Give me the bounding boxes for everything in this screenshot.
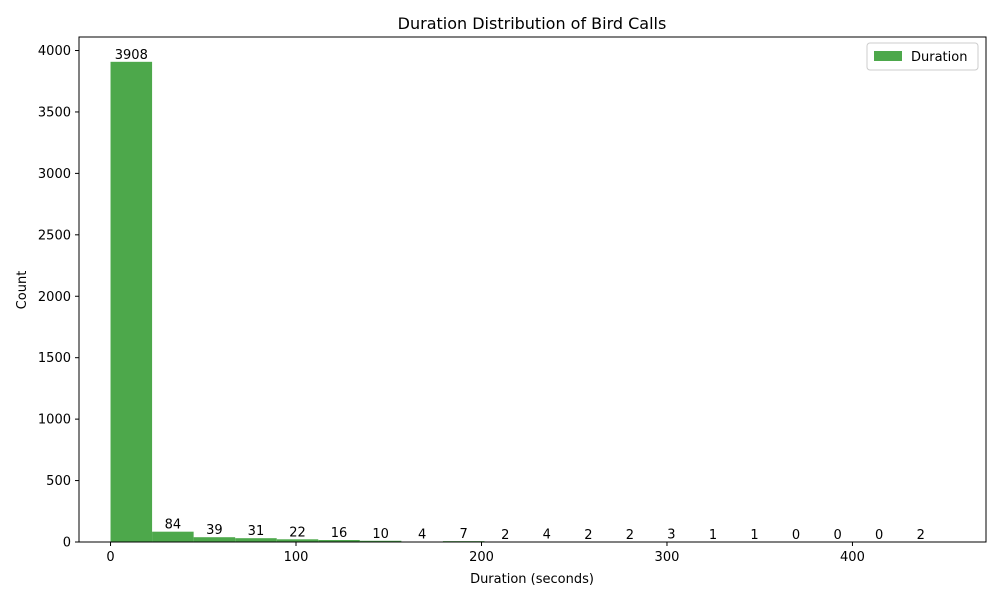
x-tick-label: 100 [284,550,309,565]
y-tick-label: 0 [63,536,71,551]
y-tick-label: 4000 [38,44,71,59]
histogram-bar [318,540,360,542]
chart-title: Duration Distribution of Bird Calls [398,14,667,33]
x-axis-label: Duration (seconds) [470,572,594,587]
x-tick-label: 400 [840,550,865,565]
bar-value-label: 2 [501,528,509,543]
bar-value-label: 3 [667,528,675,543]
bar-value-label: 0 [875,528,883,543]
bar-value-label: 39 [206,523,223,538]
legend-swatch [874,51,902,61]
bar-value-label: 10 [372,527,389,542]
legend-label: Duration [911,50,967,65]
y-tick-label: 2500 [38,228,71,243]
plot-frame [78,36,987,543]
histogram-bar [152,531,194,542]
bar-value-label: 7 [460,527,468,542]
bar-value-label: 0 [833,528,841,543]
y-tick-label: 3500 [38,105,71,120]
y-axis: 0 500 1000 1500 2000 2500 3000 3500 4000 [38,44,79,551]
x-tick-label: 200 [469,550,494,565]
y-tick-label: 1000 [38,413,71,428]
bar-value-label: 22 [289,525,306,540]
histogram-bar [235,538,277,542]
histogram-bar [110,61,153,543]
bar-value-label: 4 [418,528,426,543]
bar-value-label: 1 [709,528,717,543]
bar-value-label: 2 [584,528,592,543]
bar-value-label: 0 [792,528,800,543]
legend-box [866,42,979,71]
x-tick-label: 300 [655,550,680,565]
bar-value-label: 31 [248,524,265,539]
bar-value-label: 4 [543,528,551,543]
bar-value-label: 16 [331,526,348,541]
y-axis-label: Count [15,271,30,310]
histogram-bar [359,540,402,542]
bars-group [110,61,942,543]
histogram-bar [276,539,319,542]
bar-value-label: 1 [750,528,758,543]
legend: Duration [866,42,979,71]
x-axis: 0 100 200 300 400 [106,542,865,565]
histogram-bar [193,537,236,542]
bar-value-label: 2 [917,528,925,543]
bar-value-label: 84 [165,518,182,533]
bar-value-label: 3908 [115,48,148,63]
y-tick-label: 3000 [38,167,71,182]
y-tick-label: 2000 [38,290,71,305]
x-tick-label: 0 [106,550,114,565]
bar-value-label: 2 [626,528,634,543]
y-tick-label: 500 [46,474,71,489]
y-tick-label: 1500 [38,351,71,366]
